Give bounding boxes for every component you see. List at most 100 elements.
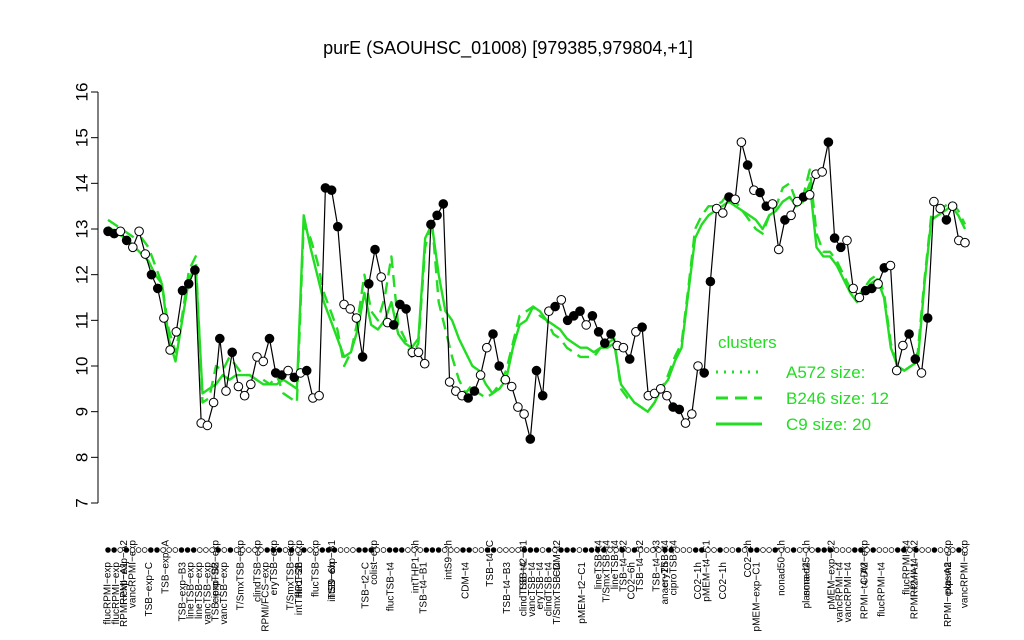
data-point [767,199,778,209]
x-tick-label: CDM−t4 [460,562,471,599]
y-tick-label: 13 [73,220,92,239]
data-point [842,235,852,246]
x-tick-label: vancRPMI−exp [127,540,138,609]
data-point [829,233,840,243]
data-point [314,390,324,401]
x-tick-label: vancRPMI−t4 [835,562,846,623]
data-point [550,301,560,312]
data-point [264,333,275,344]
x-tick-label: CO2−1h [718,562,729,600]
strip-marker [203,547,209,553]
y-tick-label: 11 [73,312,92,330]
strip-marker [931,547,938,553]
data-point [618,342,629,353]
strip-marker [399,547,405,553]
strip-marker [288,547,295,553]
strip-marker [429,547,436,553]
data-point [463,393,474,403]
data-point [140,249,151,259]
x-tick-label: TSB−exp−B1 [327,540,338,600]
x-tick-label: intTHP1−2h [294,562,305,615]
strip-marker [448,547,454,553]
x-tick-label: CDM−exp [860,540,871,585]
strip-marker [864,547,870,553]
strip-marker [907,547,913,553]
data-point [600,338,610,349]
data-point [637,322,647,333]
data-point [773,244,784,255]
x-tick-label: TSB−exp−C [144,562,155,616]
x-tick-label: RPMI−t4−A2 [860,562,871,620]
strip-marker [613,547,619,553]
x-tick-label: clindTSB−t4 [519,562,530,617]
strip-marker [105,547,111,553]
strip-marker [876,547,883,553]
data-point [233,381,244,392]
data-point [152,283,163,294]
x-tick-label: vancTSB−exp [202,562,213,625]
strip-marker [784,547,791,553]
data-point [742,160,753,170]
strip-marker [490,547,497,553]
x-tick-label: flucRPMI−t4 [876,562,887,617]
strip-marker [760,547,766,553]
data-point [786,210,796,221]
strip-marker [227,547,234,553]
strip-marker [913,547,919,553]
strip-marker [821,547,827,553]
x-tick-label: TSB−t4−B2 [635,540,646,592]
strip-marker [741,547,748,553]
sample-strip [105,547,968,553]
x-tick-label: eryTSB−t4 [660,540,671,588]
data-point [239,390,250,401]
strip-marker [313,547,319,553]
strip-marker [711,547,717,553]
data-point [401,304,411,314]
y-tick-label: 15 [73,128,92,147]
data-point [593,327,604,337]
strip-marker [423,547,430,553]
data-point [438,199,449,209]
strip-marker [123,547,130,553]
data-point [221,386,231,396]
data-point [705,276,716,287]
strip-marker [766,547,772,553]
x-tick-label: intS9−6h [327,562,338,602]
x-tick-label: pMEM−exp−C1 [751,562,762,632]
x-tick-label: CO2−6h [627,562,638,600]
x-tick-label: plasma−exp [943,540,954,595]
x-tick-label: flucRPMI−exp [111,562,122,625]
strip-marker [717,547,723,553]
data-point [556,295,567,305]
data-point [655,384,666,394]
x-tick-label: lineTSB−exp [194,562,205,619]
strip-marker [295,547,301,553]
data-point [128,242,138,253]
data-point [475,370,486,380]
x-tick-label: vancRPMI−t4 [843,562,854,623]
strip-marker [643,547,650,553]
strip-marker [319,547,326,553]
x-tick-label: pMEM−t2−C1 [577,562,588,624]
data-point [115,226,126,237]
data-point [370,244,380,255]
x-tick-label: intS9−2h [444,540,455,580]
y-tick-label: 12 [73,265,92,284]
strip-marker [411,547,417,553]
strip-marker [845,547,852,553]
strip-marker [239,547,246,553]
x-tick-label: TSB−t2−B1 [519,540,530,592]
strip-marker [925,547,932,553]
strip-marker [919,547,925,553]
data-point [183,279,194,289]
data-point [432,210,442,221]
data-point [929,196,939,207]
strip-marker [956,547,962,553]
x-tick-label: clindTSB−exp [252,540,263,602]
strip-marker [545,547,552,553]
data-point [419,358,430,369]
data-point [208,397,219,408]
strip-marker [570,547,576,553]
strip-marker [374,547,381,553]
